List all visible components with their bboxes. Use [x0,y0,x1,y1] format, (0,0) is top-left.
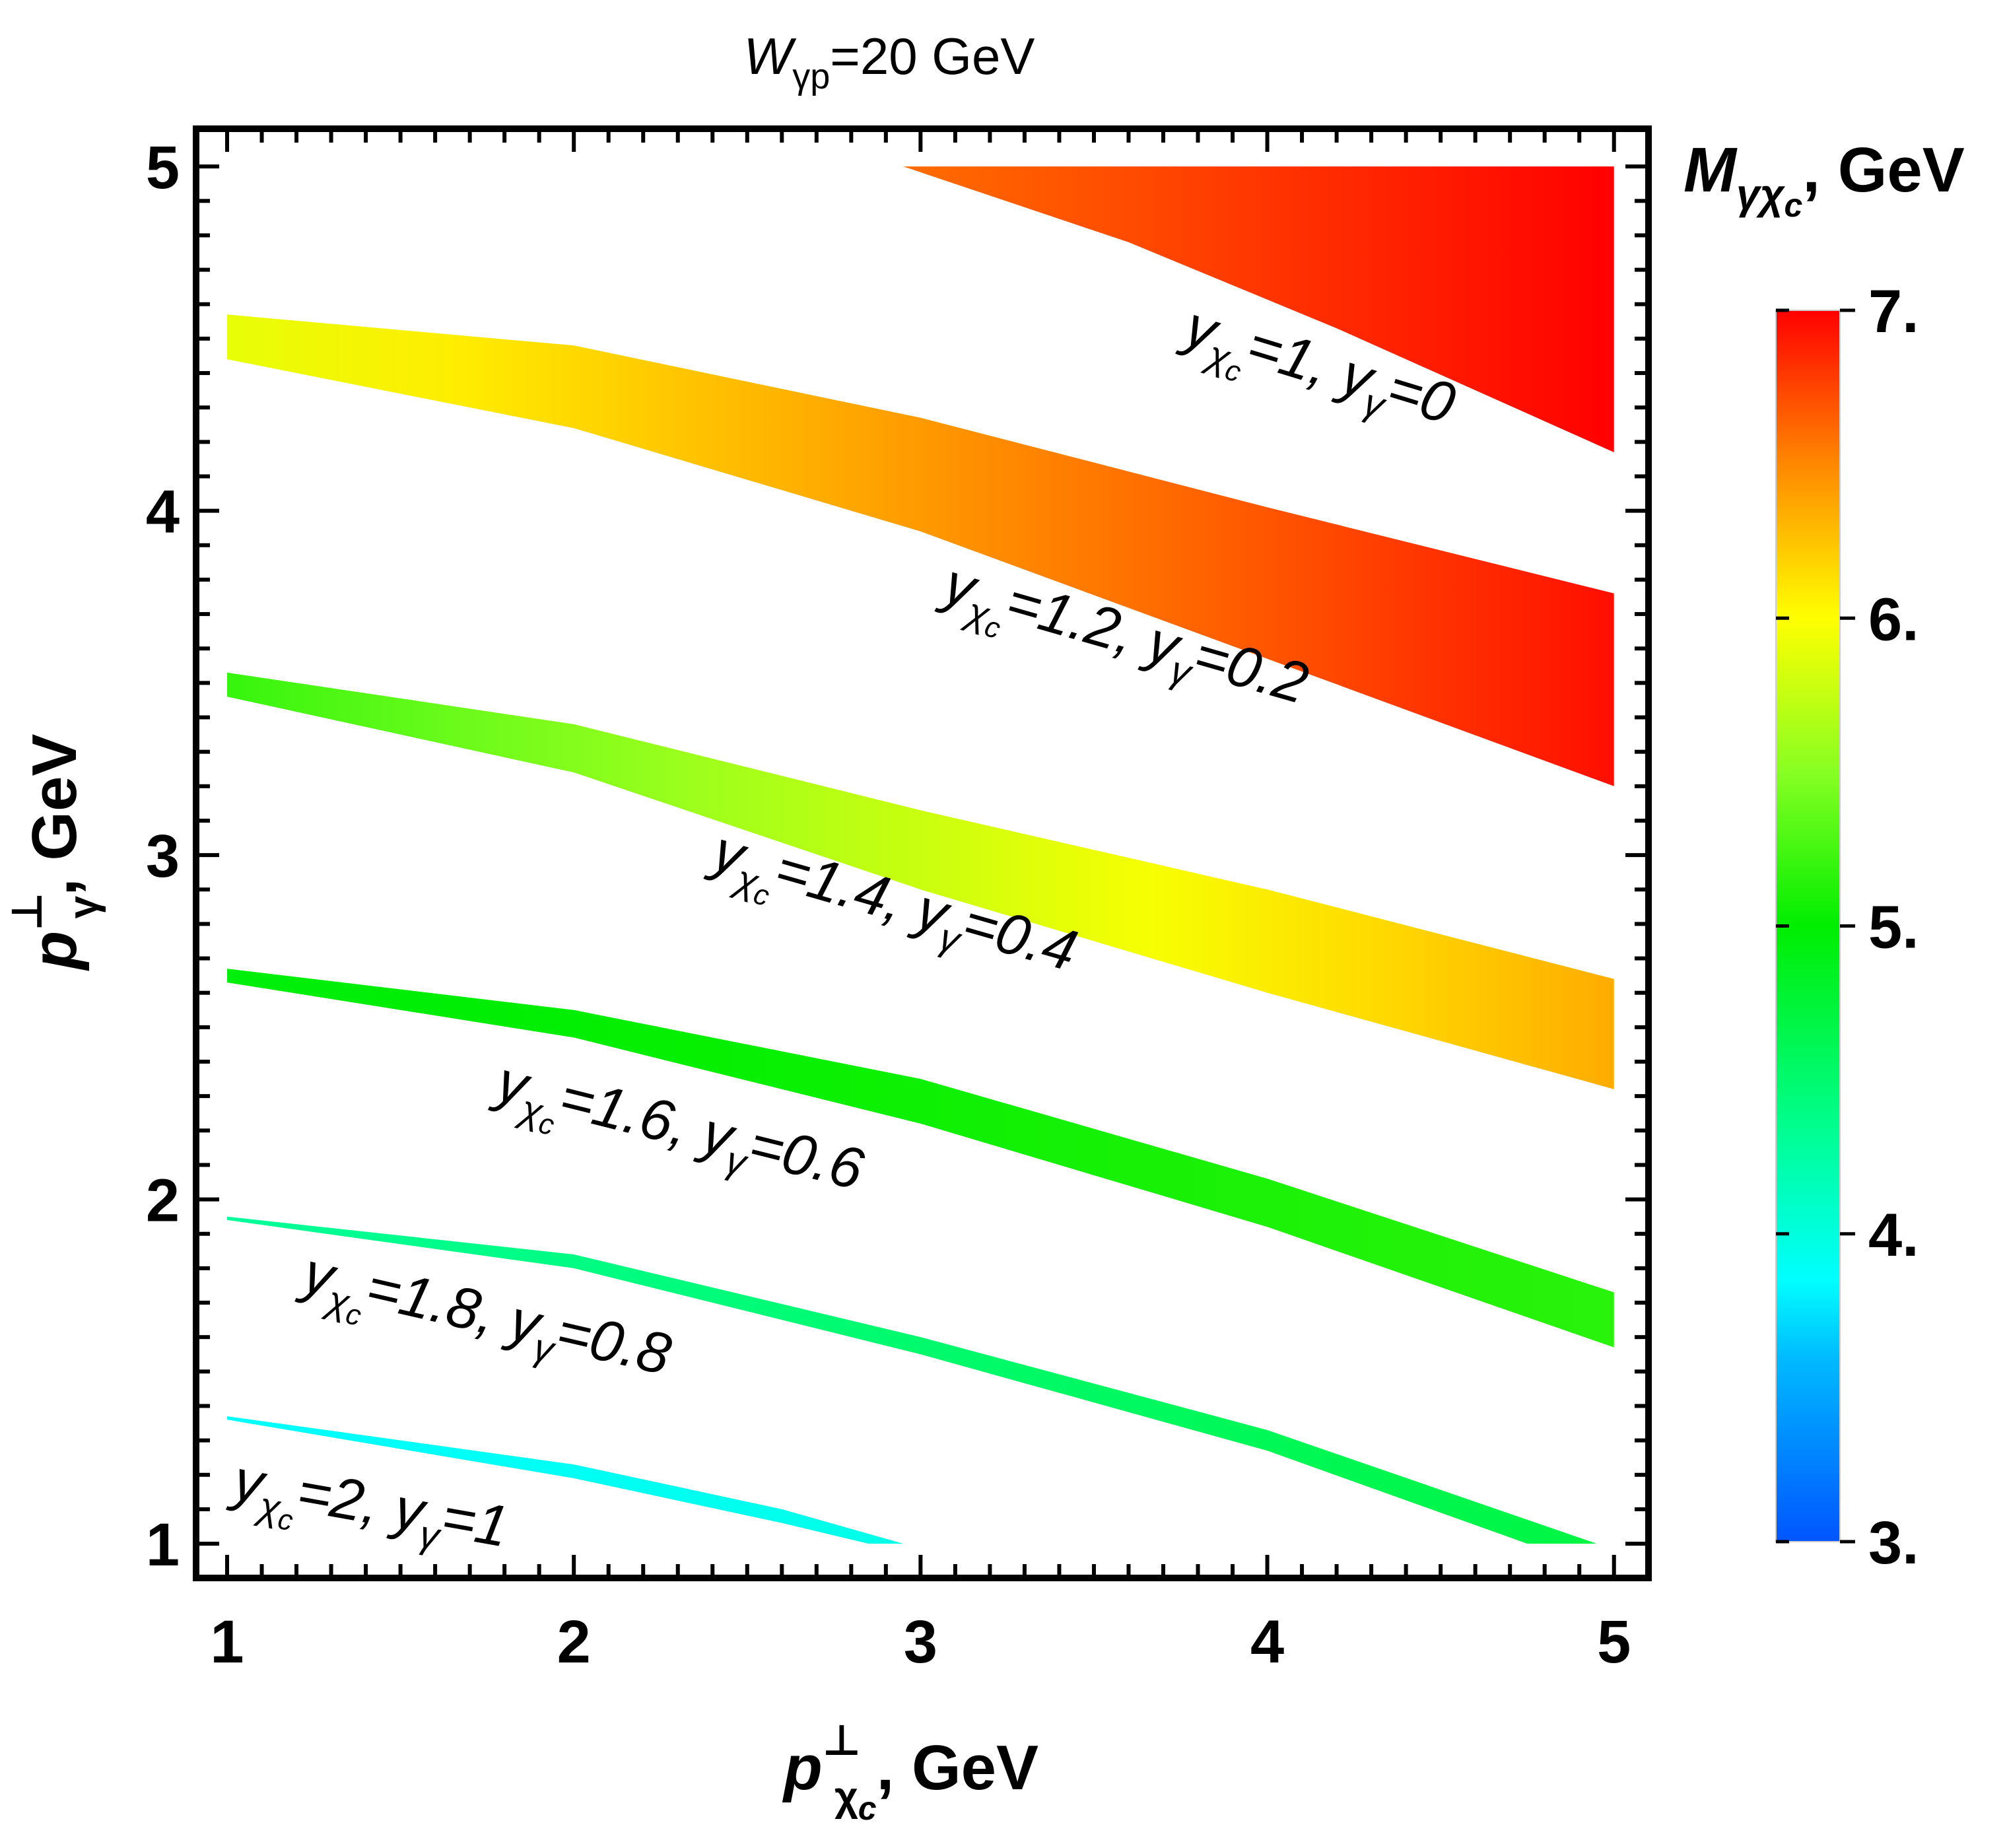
colorbar-tick-label: 4. [1868,1202,1919,1269]
title-subscript: γp [792,57,830,96]
x-tick-label: 2 [557,1608,591,1676]
y-tick-label: 3 [146,823,180,890]
axis-ticks: 1 2 3 4 5 1 2 3 4 5 [146,132,1645,1676]
colorbar-tick-label: 7. [1868,278,1919,345]
title-main: W [744,27,797,85]
colorbar-tick-label: 6. [1868,586,1919,653]
y-tick-label: 4 [146,479,180,546]
y-tick-label: 1 [146,1511,180,1579]
colorbar-tick-label: 3. [1868,1509,1919,1577]
y-axis-title: p⊥ γ, GeV [3,734,106,971]
contour-bands [227,166,1614,1544]
band-0 [903,166,1614,452]
x-tick-label: 4 [1250,1608,1284,1676]
y-tick-label: 5 [146,134,180,201]
band-4 [227,1216,1597,1544]
y-axis-title-rest: , GeV [19,734,90,895]
colorbar-title-subsub: c [1784,187,1803,224]
colorbar-title-rest: , GeV [1802,135,1964,205]
colorbar-ticks: 3. 4. 5. 6. 7. [1776,278,1919,1577]
x-tick-label: 1 [210,1608,244,1676]
y-axis-title-sup: ⊥ [3,892,51,931]
title-rest: =20 GeV [830,27,1035,85]
x-tick-label: 5 [1597,1608,1631,1676]
y-axis-title-main: p [19,931,90,972]
band-5 [227,1416,904,1544]
x-axis-title-subsub: c [858,1790,877,1827]
plot-title: Wγp=20 GeV [744,27,1035,96]
colorbar-tick-label: 5. [1868,894,1919,961]
band-2 [227,672,1614,1089]
x-axis-title: p⊥ χc, GeV [782,1717,1038,1827]
y-tick-label: 2 [146,1167,180,1235]
y-axis-title-sub: γ [61,895,106,918]
x-axis-title-sup: ⊥ [823,1717,862,1764]
colorbar-title-main: M [1683,135,1738,205]
band-1 [227,314,1614,786]
x-axis-title-main: p [782,1732,823,1803]
colorbar-title: Mγχc, GeV [1683,135,1965,224]
x-tick-label: 3 [904,1608,937,1676]
x-axis-title-rest: , GeV [877,1732,1038,1803]
colorbar-title-sub: γχ [1736,170,1786,218]
plot-frame [193,125,1652,1581]
x-axis-title-sub: χ [834,1774,858,1820]
